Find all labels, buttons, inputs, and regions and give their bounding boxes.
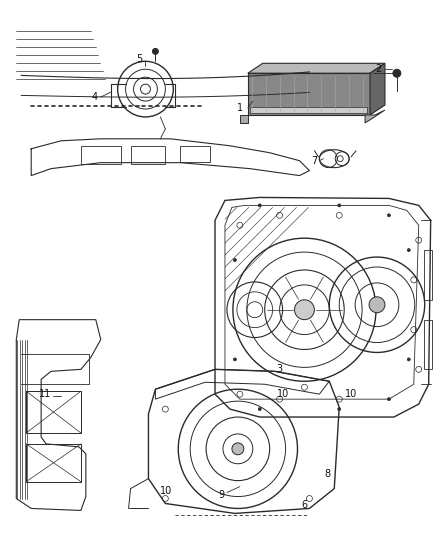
Polygon shape [240,115,248,123]
Circle shape [369,297,385,313]
Bar [26,391,81,433]
Polygon shape [248,63,385,73]
Circle shape [152,49,159,54]
Circle shape [258,204,261,207]
Circle shape [388,214,390,217]
Text: 4: 4 [92,92,98,102]
Bar [81,146,120,164]
Text: 10: 10 [345,389,357,399]
Circle shape [388,398,390,401]
Circle shape [233,259,237,262]
Circle shape [338,204,341,207]
Text: 11: 11 [39,389,51,399]
Bar [180,146,210,161]
Text: 10: 10 [160,486,172,496]
Text: 9: 9 [219,489,225,499]
Circle shape [233,358,237,361]
Polygon shape [365,110,385,123]
Polygon shape [248,73,370,115]
Circle shape [258,408,261,410]
Text: 3: 3 [276,365,283,374]
Bar [131,146,165,164]
Text: 6: 6 [301,500,307,511]
Bar [26,444,81,482]
Text: 5: 5 [136,54,142,64]
Text: 10: 10 [277,389,290,399]
Circle shape [294,300,314,320]
Circle shape [393,69,401,77]
Circle shape [338,408,341,410]
Text: 8: 8 [324,469,330,479]
Circle shape [232,443,244,455]
Bar [250,107,367,113]
Bar [424,250,431,300]
Text: 2: 2 [376,64,382,74]
Circle shape [407,358,410,361]
Bar [424,320,431,369]
Polygon shape [370,63,385,115]
Text: 7: 7 [311,156,318,166]
Text: 1: 1 [237,103,243,113]
Circle shape [407,248,410,252]
